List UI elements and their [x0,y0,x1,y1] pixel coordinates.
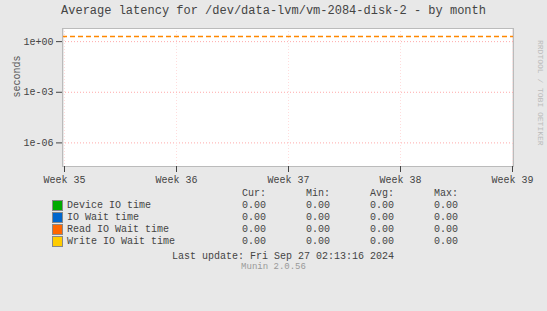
svg-text:1e-06: 1e-06 [23,138,53,149]
html-text:0.00: 0.00 [306,212,330,224]
svg-text:Week 38: Week 38 [379,175,421,186]
html-text:0.00: 0.00 [370,224,394,236]
html-text:0.00: 0.00 [242,224,266,236]
html-text:0.00: 0.00 [370,212,394,224]
html-text:0.00: 0.00 [242,236,266,248]
html-text:0.00: 0.00 [242,212,266,224]
html-text:0.00: 0.00 [434,236,458,248]
svg-text:Week 39: Week 39 [491,175,533,186]
html-text:0.00: 0.00 [434,200,458,212]
html-text:0.00: 0.00 [242,200,266,212]
html-text:Last update: Fri Sep 27 02:13:: Last update: Fri Sep 27 02:13:16 2024 [172,250,394,262]
svg-text:seconds: seconds [12,55,23,97]
html-text:Average latency for /dev/data-: Average latency for /dev/data-lvm/vm-208… [61,4,486,18]
html-text:Munin 2.0.56: Munin 2.0.56 [241,261,306,272]
svg-text:1e+00: 1e+00 [23,37,53,48]
html-text:0.00: 0.00 [370,200,394,212]
svg-text:Week 35: Week 35 [43,175,85,186]
svg-text:Week 37: Week 37 [267,175,309,186]
html-text:0.00: 0.00 [434,224,458,236]
html-text:Write IO Wait time: Write IO Wait time [67,236,175,248]
svg-text:1e-03: 1e-03 [23,87,53,98]
html-text:0.00: 0.00 [306,224,330,236]
html-text:Max:: Max: [434,188,458,199]
html-text:Cur:: Cur: [242,188,266,199]
html-text:Avg:: Avg: [370,188,394,199]
html-text:0.00: 0.00 [370,236,394,248]
html-text:0.00: 0.00 [306,236,330,248]
html-text:IO Wait time: IO Wait time [67,212,139,224]
svg-text:Week 36: Week 36 [155,175,197,186]
html-text:0.00: 0.00 [306,200,330,212]
html-text:Read IO Wait time: Read IO Wait time [67,224,169,236]
html-text:RRDTOOL / TOBI OETIKER: RRDTOOL / TOBI OETIKER [536,40,545,146]
html-text:Device IO time: Device IO time [67,200,151,212]
html-text:0.00: 0.00 [434,212,458,224]
html-text:Min:: Min: [306,188,330,199]
